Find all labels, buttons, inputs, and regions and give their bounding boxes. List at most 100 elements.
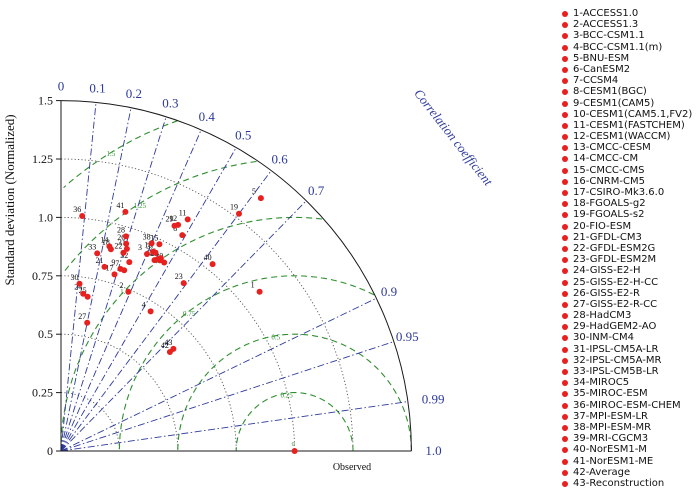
- legend-item: 40-NorESM1-M: [560, 444, 700, 455]
- legend-label: 9-CESM1(CAM5): [573, 97, 655, 109]
- model-point-28: [123, 233, 129, 240]
- legend-dot-icon: [562, 44, 568, 51]
- legend-label: 4-BCC-CSM1.1(m): [573, 41, 663, 53]
- model-point-label: 41: [116, 201, 124, 210]
- model-point-label: 28: [117, 225, 125, 234]
- std-arc: [60, 333, 179, 452]
- legend-item: 11-CESM1(FASTCHEM): [560, 120, 700, 131]
- y-tick-label: 1.0: [38, 210, 53, 224]
- model-point-label: 38: [143, 232, 151, 241]
- legend-item: 13-CMCC-CESM: [560, 142, 700, 153]
- correlation-ray: [60, 401, 408, 452]
- correlation-tick-label: 0.95: [396, 329, 419, 344]
- model-point-label: 15: [150, 233, 158, 242]
- legend-label: 31-IPSL-CM5A-LR: [573, 343, 659, 355]
- legend-item: 31-IPSL-CM5A-LR: [560, 344, 700, 355]
- legend-item: 39-MRI-CGCM3: [560, 433, 700, 444]
- legend-label: 24-GISS-E2-H: [573, 265, 641, 277]
- legend-label: 2-ACCESS1.3: [573, 19, 639, 31]
- legend-dot-icon: [562, 290, 568, 297]
- legend-dot-icon: [562, 346, 568, 353]
- model-point-label: 16: [144, 241, 152, 250]
- correlation-tick-label: 0.9: [381, 284, 397, 299]
- model-point-label: 2: [119, 281, 123, 290]
- legend-label: 11-CESM1(FASTCHEM): [573, 119, 685, 131]
- legend-item: 32-IPSL-CM5A-MR: [560, 355, 700, 366]
- model-point-29: [171, 222, 178, 229]
- correlation-ray: [60, 297, 377, 452]
- legend-dot-icon: [562, 156, 568, 163]
- model-point-label: 5: [252, 187, 256, 196]
- legend-item: 26-GISS-E2-R: [560, 288, 700, 299]
- correlation-ray: [60, 107, 132, 452]
- legend-dot-icon: [562, 357, 568, 364]
- legend-dot-icon: [562, 234, 568, 241]
- legend-item: 33-IPSL-CM5B-LR: [560, 366, 700, 377]
- legend-item: 43-Reconstruction: [560, 478, 700, 489]
- legend-dot-icon: [562, 100, 568, 107]
- y-tick-label: 0.75: [32, 269, 53, 283]
- model-point-19: [236, 210, 242, 217]
- legend-label: 29-HadGEM2-AO: [573, 321, 657, 333]
- y-axis-label: Standard deviation (Normalized): [2, 114, 17, 285]
- rms-contour-label: 0.5: [271, 334, 280, 342]
- legend-dot-icon: [562, 469, 568, 476]
- rms-contour-label: 0.25: [280, 391, 293, 399]
- legend-label: 21-GFDL-CM3: [573, 231, 642, 243]
- legend-item: 5-BNU-ESM: [560, 53, 700, 64]
- legend-dot-icon: [562, 369, 568, 375]
- legend-dot-icon: [562, 33, 568, 40]
- legend-label: 19-FGOALS-s2: [573, 209, 645, 221]
- legend-item: 23-GFDL-ESM2M: [560, 254, 700, 265]
- legend-label: 23-GFDL-ESM2M: [573, 254, 657, 266]
- legend-dot-icon: [562, 145, 568, 152]
- legend-item: 28-HadCM3: [560, 310, 700, 321]
- legend-dot-icon: [562, 335, 568, 342]
- std-arc: [60, 275, 237, 452]
- observed-point: [291, 448, 298, 454]
- model-point-label: 3: [138, 243, 142, 252]
- model-point-label: 19: [230, 203, 238, 212]
- legend-dot-icon: [562, 111, 568, 118]
- legend-item: 30-INM-CM4: [560, 332, 700, 343]
- legend-dot-icon: [562, 223, 568, 230]
- correlation-tick-label: 0.3: [162, 95, 178, 110]
- legend-label: 10-CESM1(CAM5.1,FV2): [573, 108, 693, 120]
- legend-label: 42-Average: [573, 466, 631, 478]
- legend-label: 38-MPI-ESM-MR: [573, 421, 652, 433]
- legend-item: 14-CMCC-CM: [560, 153, 700, 164]
- legend-dot-icon: [562, 324, 568, 331]
- legend-label: 28-HadCM3: [573, 310, 632, 322]
- legend-dot-icon: [562, 78, 568, 85]
- legend-dot-icon: [562, 279, 568, 286]
- legend-dot-icon: [562, 380, 568, 387]
- legend-label: 16-CNRM-CM5: [573, 175, 645, 187]
- legend-label: 8-CESM1(BGC): [573, 86, 647, 98]
- legend-item: 37-MPI-ESM-LR: [560, 411, 700, 422]
- model-point-4: [147, 308, 154, 315]
- legend-item: 8-CESM1(BGC): [560, 86, 700, 97]
- legend-item: 42-Average: [560, 467, 700, 478]
- legend-item: 16-CNRM-CM5: [560, 176, 700, 187]
- x-axis-label: Observed: [333, 462, 371, 473]
- model-point-25: [84, 293, 91, 300]
- legend-item: 27-GISS-E2-R-CC: [560, 299, 700, 310]
- legend-dot-icon: [562, 22, 568, 29]
- model-point-26: [123, 240, 130, 247]
- correlation-tick-label: 0.2: [126, 86, 142, 101]
- model-point-label: 17: [106, 263, 114, 272]
- model-point-label: 37: [146, 242, 154, 251]
- model-point-38: [148, 240, 155, 247]
- legend-label: 37-MPI-ESM-LR: [573, 410, 648, 422]
- model-point-9: [117, 265, 124, 272]
- correlation-ray: [60, 129, 202, 452]
- model-point-39: [154, 256, 161, 263]
- rms-contour: [177, 333, 412, 451]
- legend-item: 29-HadGEM2-AO: [560, 321, 700, 332]
- model-point-1: [256, 288, 263, 295]
- correlation-tick-label: 0.6: [272, 151, 289, 166]
- legend-label: 40-NorESM1-M: [573, 444, 647, 456]
- y-tick-label: 1.5: [38, 94, 53, 108]
- legend-label: 6-CanESM2: [573, 63, 631, 75]
- model-point-3: [144, 251, 150, 257]
